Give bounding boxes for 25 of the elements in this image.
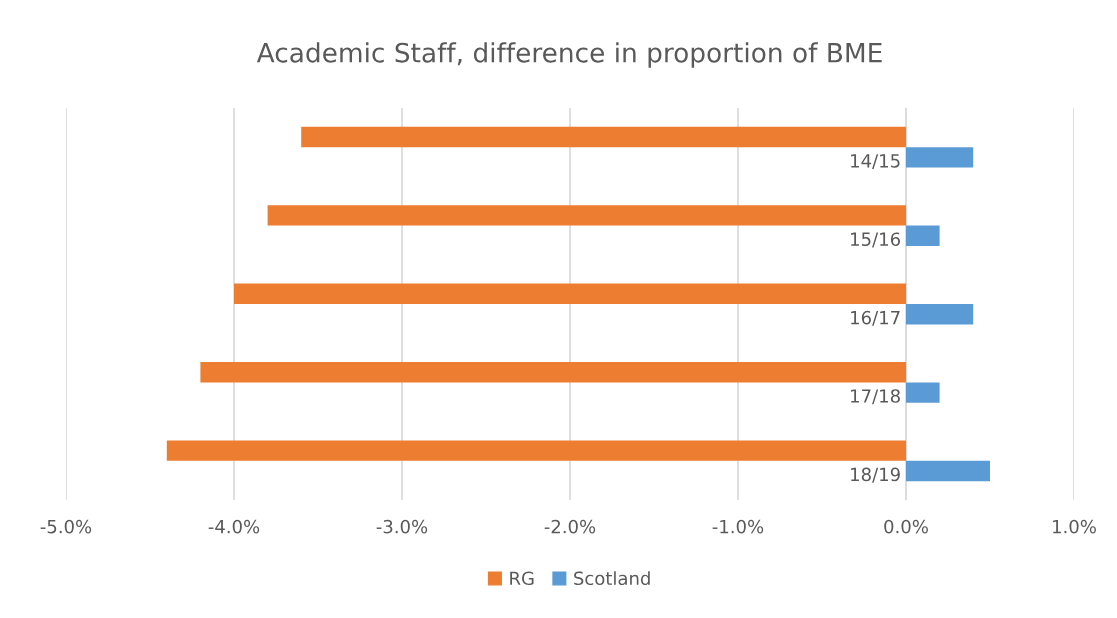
y-tick-label: 14/15 [851, 154, 900, 170]
bar [301, 126, 906, 148]
bar [906, 147, 974, 168]
x-tick-label: -5.0% [40, 519, 92, 534]
y-tick-label: 15/16 [851, 232, 900, 248]
x-tick-label: -1.0% [712, 519, 764, 534]
legend-label: Scotland [574, 571, 650, 586]
bar [234, 283, 906, 304]
bar [906, 304, 974, 325]
bar [906, 225, 940, 246]
x-tick-label: -4.0% [208, 519, 260, 534]
x-tick-label: 1.0% [1053, 519, 1096, 534]
y-tick-label: 18/19 [851, 467, 900, 483]
x-tick-label: -2.0% [544, 519, 596, 534]
bar [200, 362, 906, 383]
bar [906, 460, 990, 482]
y-tick-label: 16/17 [851, 310, 900, 326]
x-tick-label: 0.0% [884, 519, 928, 534]
bar [166, 440, 906, 461]
x-tick-label: -3.0% [376, 519, 428, 534]
bar [267, 205, 906, 226]
chart-title: Academic Staff, difference in proportion of BME [256, 42, 882, 68]
y-tick-label: 17/18 [851, 389, 900, 405]
legend-label: RG [510, 571, 534, 586]
bar [906, 382, 940, 403]
